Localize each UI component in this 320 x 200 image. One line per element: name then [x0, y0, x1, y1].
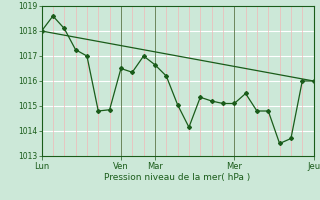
- X-axis label: Pression niveau de la mer( hPa ): Pression niveau de la mer( hPa ): [104, 173, 251, 182]
